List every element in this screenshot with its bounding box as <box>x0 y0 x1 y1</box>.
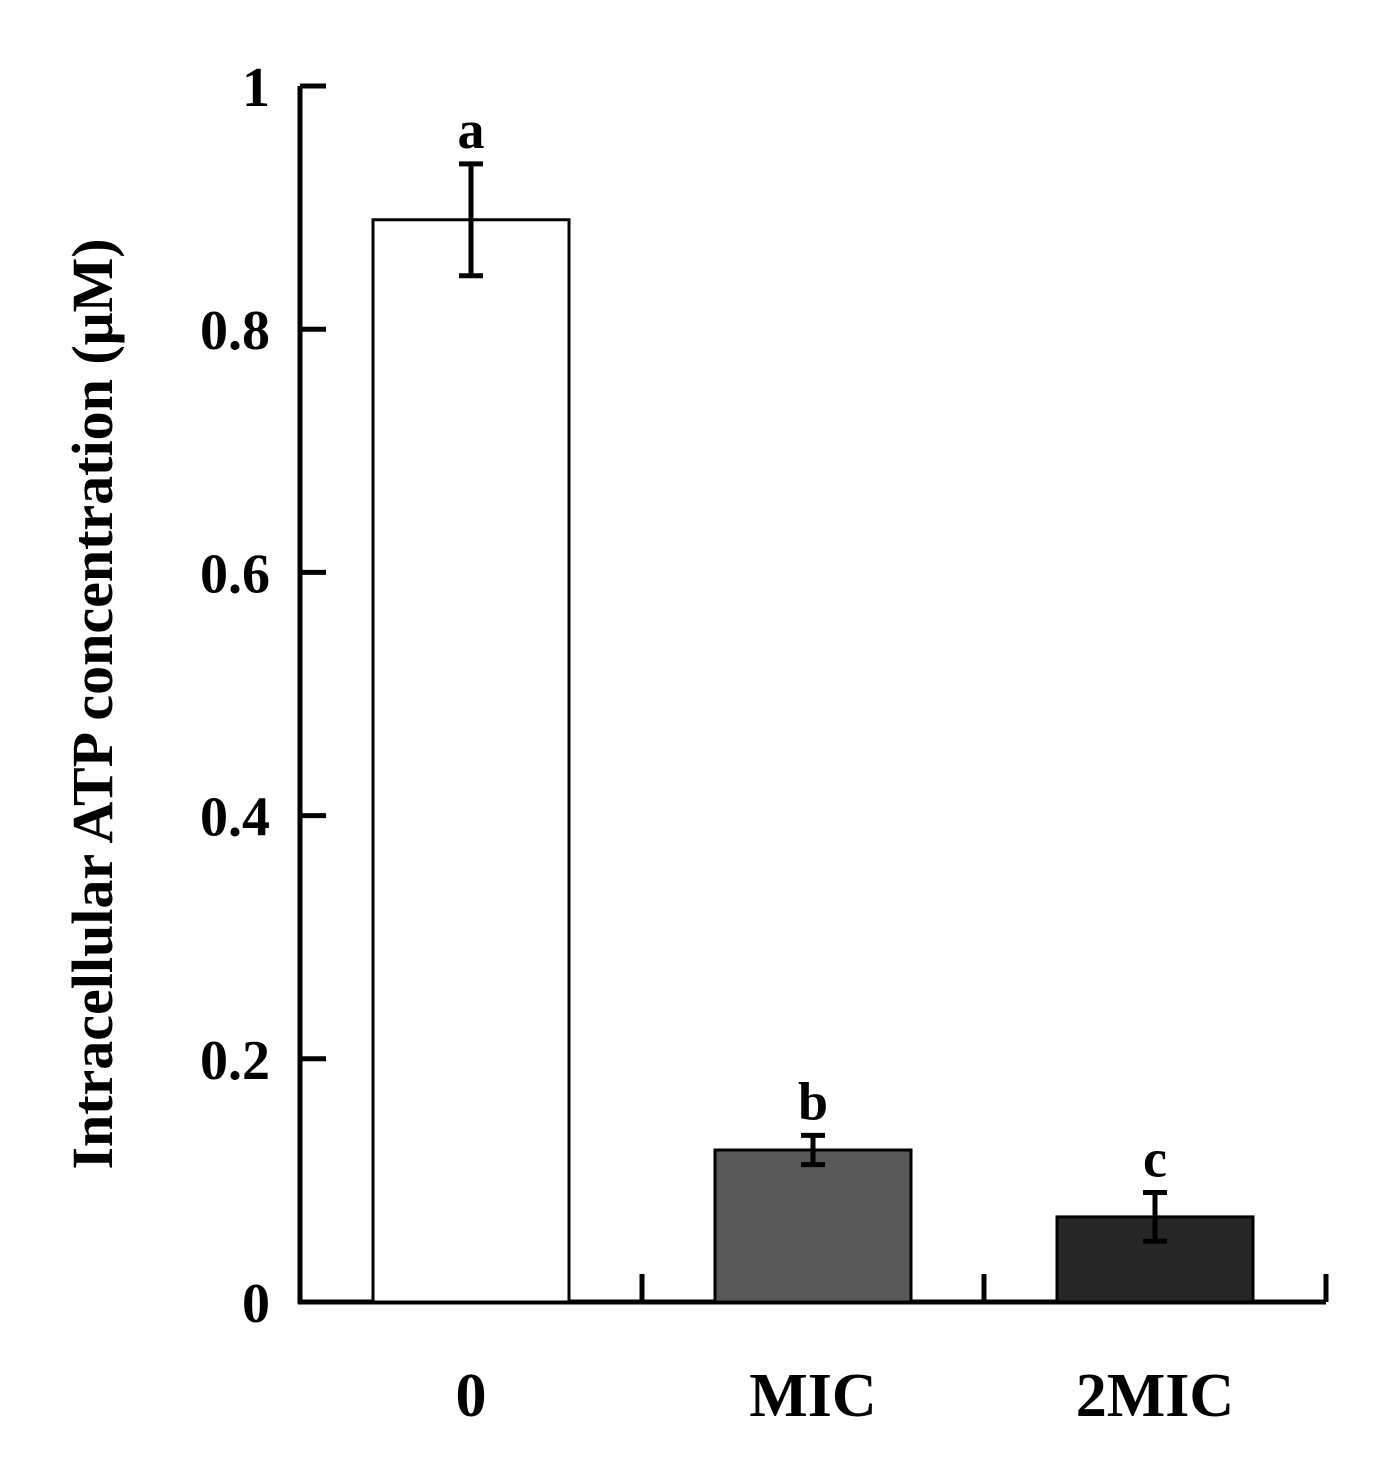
bar-MIC <box>713 1148 913 1304</box>
y-axis-title-group: Intracellular ATP concentration (μM) <box>60 238 125 1169</box>
y-tick-label: 0.4 <box>200 787 270 849</box>
x-tick-label-MIC: MIC <box>749 1362 876 1430</box>
y-tick-label: 0.6 <box>200 543 270 605</box>
y-tick-label: 0 <box>242 1273 270 1335</box>
y-ticks: 0 0.2 0.4 0.6 0.8 1 <box>200 57 326 1335</box>
y-tick-label: 0.2 <box>200 1030 270 1092</box>
error-bars <box>459 161 1167 1244</box>
significance-letter-a: a <box>458 100 485 160</box>
significance-letters: a b c <box>458 100 1167 1189</box>
significance-letter-c: c <box>1143 1129 1167 1189</box>
x-tick-labels: 0 MIC 2MIC <box>456 1362 1235 1430</box>
bars <box>371 218 1255 1304</box>
x-tick-label-2MIC: 2MIC <box>1076 1362 1234 1430</box>
y-axis-title: Intracellular ATP concentration (μM) <box>60 238 125 1169</box>
significance-letter-b: b <box>798 1071 828 1131</box>
y-tick-label: 1 <box>242 57 270 119</box>
x-tick-label-0: 0 <box>456 1362 487 1430</box>
bar-0 <box>371 218 571 1304</box>
y-tick-label: 0.8 <box>200 300 270 362</box>
